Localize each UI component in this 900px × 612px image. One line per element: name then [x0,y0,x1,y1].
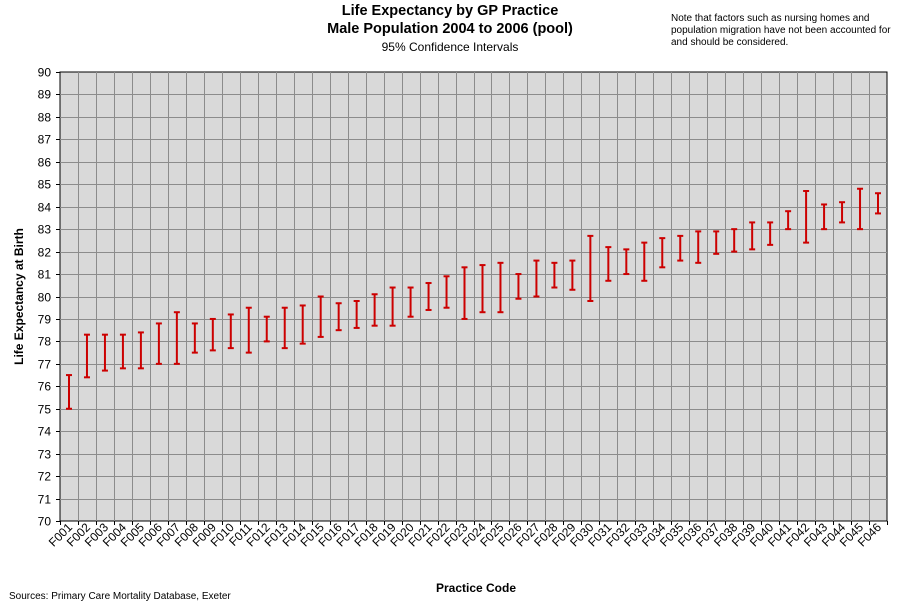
y-axis-title: Life Expectancy at Birth [12,228,26,365]
source-text: Sources: Primary Care Mortality Database… [9,591,231,602]
chart-subtitle: 95% Confidence Intervals [381,40,519,54]
y-tick-label: 80 [38,291,52,305]
y-tick-label: 70 [38,515,52,529]
y-tick-label: 73 [38,448,52,462]
y-tick-label: 82 [38,246,52,260]
chart-title-line2: Male Population 2004 to 2006 (pool) [327,21,573,37]
y-tick-label: 72 [38,470,52,484]
y-tick-label: 79 [38,313,52,327]
y-tick-label: 75 [38,403,52,417]
x-axis-title: Practice Code [435,581,517,595]
y-tick-label: 90 [38,66,52,80]
y-tick-label: 89 [38,88,52,102]
y-tick-label: 71 [38,493,52,507]
y-tick-label: 88 [38,111,52,125]
y-tick-label: 87 [38,133,52,147]
y-tick-label: 74 [38,425,52,439]
note-text: Note that factors such as nursing homes … [671,13,891,48]
y-tick-label: 76 [38,380,52,394]
y-tick-label: 85 [38,178,52,192]
y-tick-label: 84 [38,201,52,215]
plot-area [59,71,888,522]
y-tick-label: 81 [38,268,52,282]
y-tick-label: 86 [38,156,52,170]
y-tick-label: 83 [38,223,52,237]
y-tick-label: 77 [38,358,52,372]
y-tick-label: 78 [38,335,52,349]
chart-title: Life Expectancy by GP Practice [341,3,559,19]
